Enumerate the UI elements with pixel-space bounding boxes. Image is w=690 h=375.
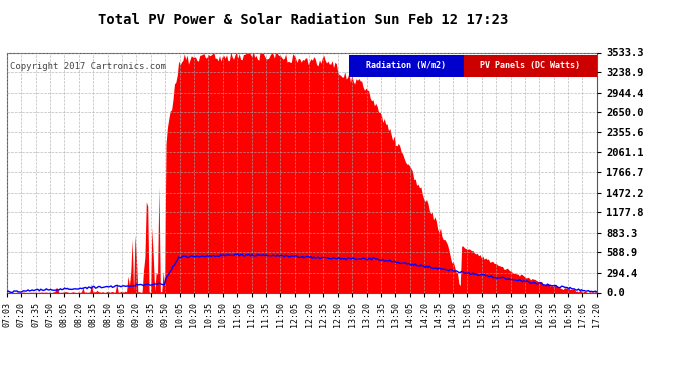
Text: PV Panels (DC Watts): PV Panels (DC Watts) bbox=[480, 61, 580, 70]
Text: Copyright 2017 Cartronics.com: Copyright 2017 Cartronics.com bbox=[10, 62, 166, 71]
FancyBboxPatch shape bbox=[464, 55, 597, 76]
FancyBboxPatch shape bbox=[349, 55, 464, 76]
Text: Total PV Power & Solar Radiation Sun Feb 12 17:23: Total PV Power & Solar Radiation Sun Feb… bbox=[99, 13, 509, 27]
Text: Radiation (W/m2): Radiation (W/m2) bbox=[366, 61, 446, 70]
